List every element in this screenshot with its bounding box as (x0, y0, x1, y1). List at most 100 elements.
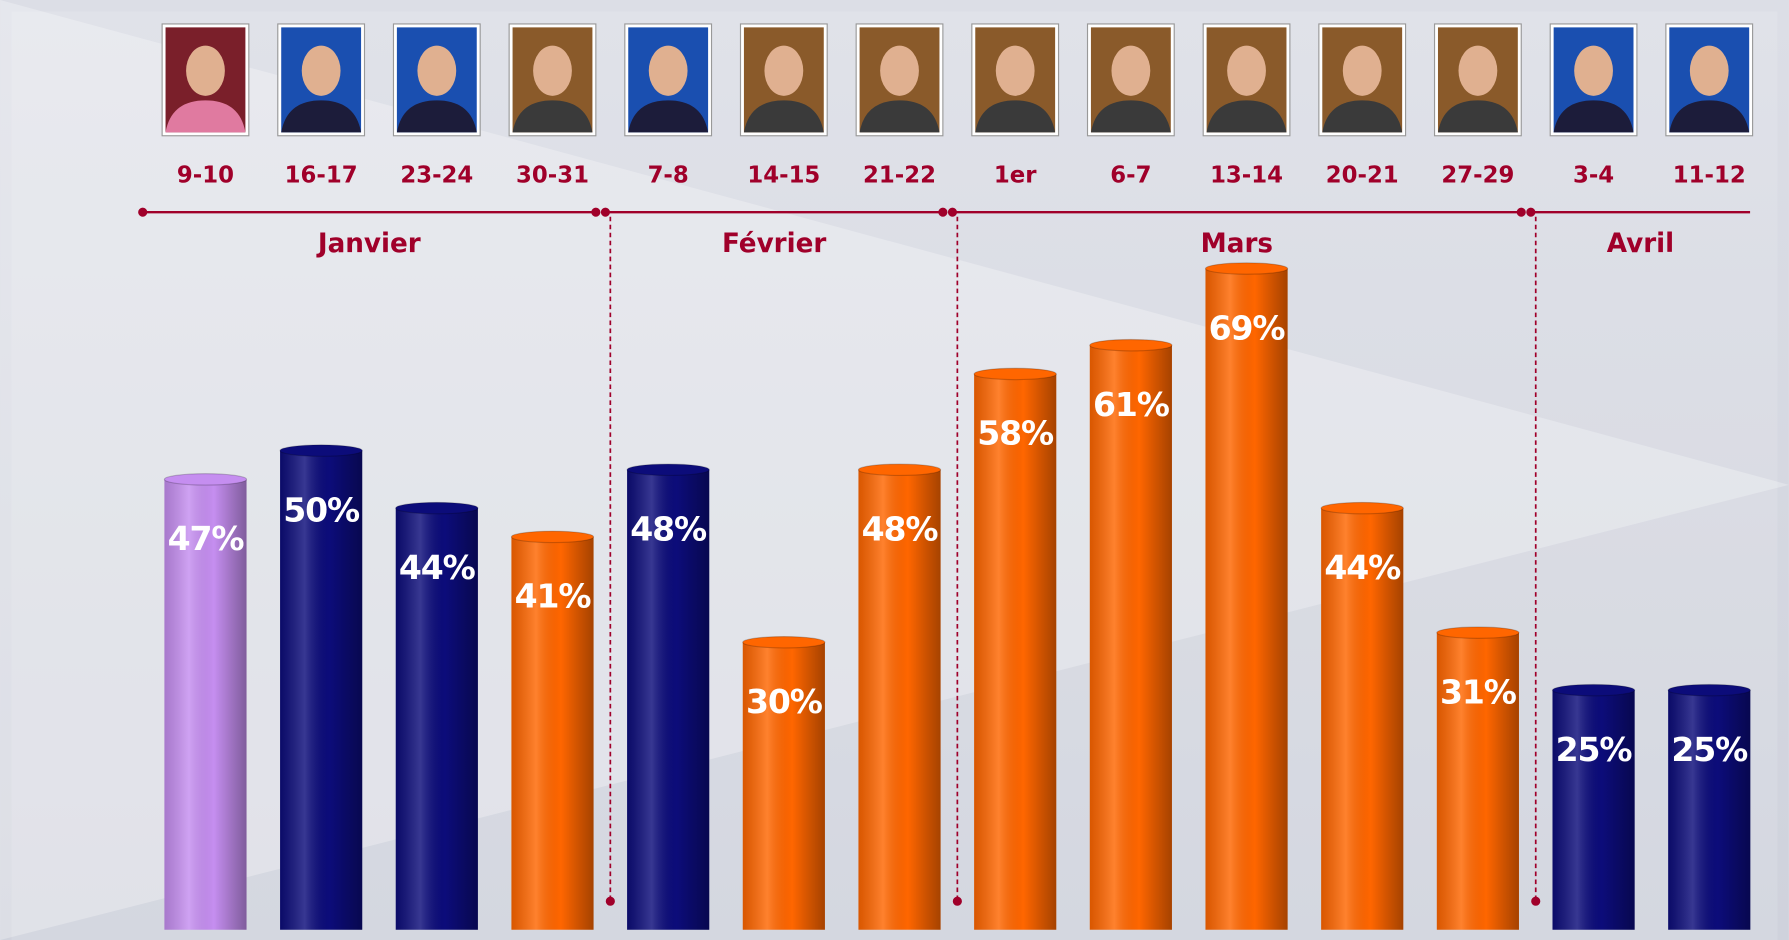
photo-body (1206, 100, 1287, 133)
bar-cap (1436, 626, 1520, 639)
x-tick-label: 27-29 (1441, 163, 1514, 189)
data-label: 47% (168, 519, 245, 558)
bar-shade (1205, 268, 1288, 930)
bar-cap (1667, 683, 1751, 697)
bar-shade (974, 373, 1057, 930)
x-tick-label: 11-12 (1673, 163, 1746, 189)
month-dot (591, 207, 601, 217)
photo-body (281, 100, 362, 133)
bar-cap (857, 463, 942, 477)
photo-face (1689, 45, 1729, 96)
month-dot (1516, 207, 1526, 217)
x-tick-label: 14-15 (747, 163, 820, 189)
month-label: Février (722, 229, 826, 259)
x-tick-label: 20-21 (1326, 163, 1399, 189)
photo-body (512, 100, 593, 133)
bar-cap (626, 463, 710, 477)
x-tick-label: 16-17 (285, 163, 358, 189)
photo-face (417, 45, 457, 96)
bar-cap (395, 501, 479, 515)
bar-cap (279, 444, 363, 457)
bar-shade (1552, 690, 1635, 930)
data-label: 50% (283, 490, 360, 529)
x-tick-label: 13-14 (1210, 163, 1283, 189)
photo-body (1669, 100, 1750, 133)
photo-face (1342, 45, 1382, 96)
bar-shade (511, 536, 594, 930)
bar-shade (858, 469, 941, 930)
divider-dot (952, 896, 962, 906)
month-dot (600, 207, 610, 217)
photo-face (764, 45, 804, 96)
month-dot (938, 207, 948, 217)
x-tick-label: 7-8 (648, 163, 689, 189)
bar-shade (1089, 345, 1172, 930)
photo-body (1322, 100, 1403, 133)
x-tick-label: 6-7 (1110, 163, 1151, 189)
bar-cap (510, 530, 595, 544)
data-label: 44% (1324, 548, 1401, 587)
month-dot (138, 207, 148, 217)
data-label: 69% (1209, 308, 1286, 347)
bar-shade (164, 479, 247, 930)
bar-cap (1089, 338, 1173, 352)
data-label: 58% (977, 414, 1054, 453)
bar-shade (742, 642, 825, 930)
divider-dot (605, 896, 615, 906)
bar-cap (973, 367, 1057, 381)
photo-face (1111, 45, 1151, 96)
photo-face (995, 45, 1035, 96)
x-tick-label: 1er (994, 163, 1037, 189)
month-dot (947, 207, 958, 217)
x-tick-label: 9-10 (177, 163, 234, 189)
photo-body (1553, 100, 1634, 133)
bar-cap (1551, 683, 1636, 697)
bar-shade (1436, 632, 1519, 930)
bar-shade (395, 508, 478, 930)
photo-body (1090, 100, 1171, 133)
data-label: 31% (1440, 672, 1517, 711)
data-label: 61% (1093, 385, 1170, 424)
photo-face (186, 45, 225, 96)
photo-face (1227, 45, 1266, 96)
photo-face (648, 45, 688, 96)
x-tick-label: 23-24 (400, 163, 473, 189)
x-tick-label: 3-4 (1573, 163, 1614, 189)
photo-body (396, 100, 477, 133)
data-label: 25% (1671, 730, 1748, 769)
photo-face (1458, 45, 1498, 96)
photo-body (975, 100, 1056, 133)
month-label: Janvier (316, 229, 421, 259)
bar-cap (742, 635, 826, 649)
bar-shade (627, 469, 710, 930)
data-label: 44% (399, 548, 476, 587)
photo-body (165, 100, 246, 133)
bar-cap (163, 473, 248, 486)
bar-cap (1320, 501, 1404, 515)
x-tick-label: 30-31 (516, 163, 589, 189)
photo-face (301, 45, 341, 96)
bar-shade (1668, 690, 1751, 930)
bar-shade (1321, 508, 1404, 930)
photo-face (1574, 45, 1613, 96)
month-label: Mars (1201, 229, 1273, 259)
x-tick-label: 21-22 (863, 163, 936, 189)
data-label: 25% (1556, 730, 1633, 769)
photo-body (859, 100, 940, 133)
data-label: 48% (630, 509, 707, 548)
photo-face (533, 45, 572, 96)
photo-body (628, 100, 709, 133)
bar-shade (280, 450, 363, 930)
divider-dot (1531, 896, 1541, 906)
data-label: 30% (746, 682, 823, 721)
data-label: 48% (862, 509, 939, 548)
photo-body (1437, 100, 1518, 133)
month-label: Avril (1607, 229, 1674, 259)
photo-body (743, 100, 824, 133)
photo-face (880, 45, 919, 96)
bar-cap (1204, 262, 1289, 275)
month-dot (1526, 207, 1536, 217)
data-label: 41% (515, 577, 592, 616)
